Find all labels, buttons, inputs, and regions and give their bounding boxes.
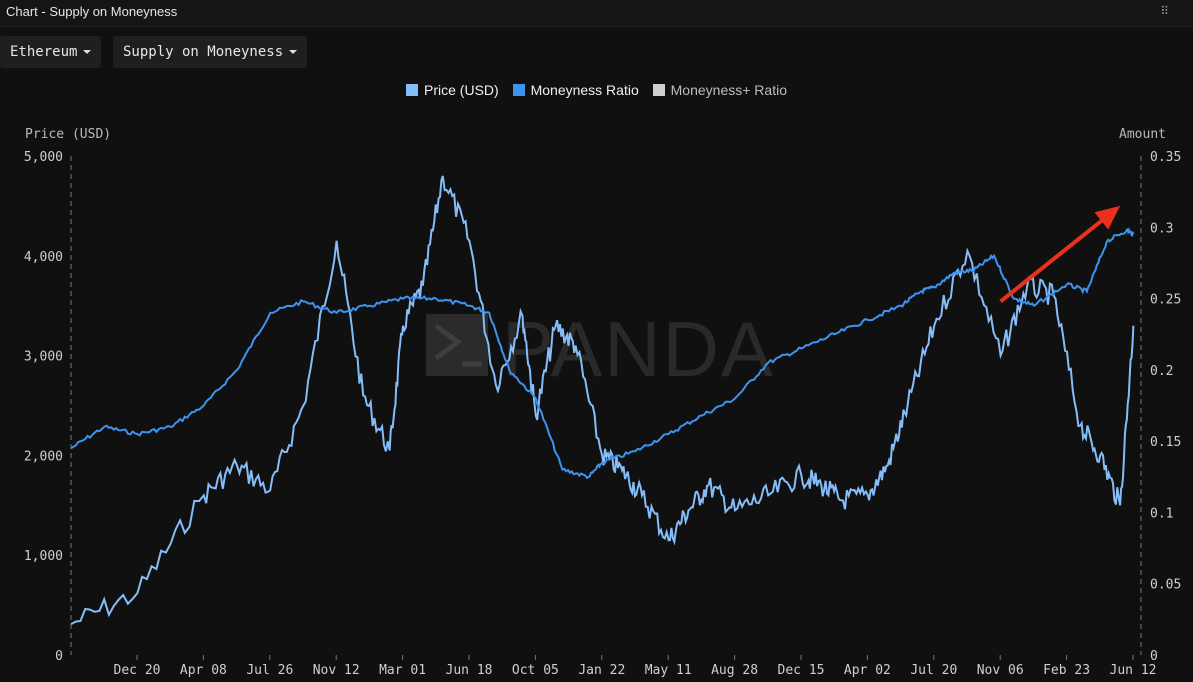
x-tick-label: May 11 — [645, 663, 692, 678]
x-tick-label: Jul 26 — [246, 663, 293, 678]
x-tick-label: Dec 15 — [778, 663, 825, 678]
chart-legend: Price (USD) Moneyness Ratio Moneyness+ R… — [0, 82, 1193, 102]
left-tick-label: 0 — [55, 649, 63, 664]
metric-dropdown[interactable]: Supply on Moneyness — [113, 36, 308, 68]
right-tick-label: 0.1 — [1150, 506, 1173, 521]
x-tick-label: Dec 20 — [114, 663, 161, 678]
right-tick-label: 0.3 — [1150, 221, 1173, 236]
legend-item-moneyness[interactable]: Moneyness Ratio — [512, 82, 639, 98]
legend-swatch-price — [406, 84, 419, 96]
left-tick-label: 5,000 — [24, 150, 63, 165]
x-tick-label: Feb 23 — [1043, 663, 1090, 678]
arrow-shaft — [999, 212, 1112, 303]
series-line-price — [70, 175, 1135, 625]
metric-dropdown-label: Supply on Moneyness — [123, 44, 284, 60]
right-tick-label: 0 — [1150, 649, 1158, 664]
window-title: Chart - Supply on Moneyness — [6, 4, 178, 19]
x-tick-label: Jul 20 — [910, 663, 957, 678]
right-axis-title: Amount — [1119, 127, 1166, 142]
caret-down-icon — [83, 50, 92, 54]
right-tick-label: 0.15 — [1150, 435, 1181, 450]
x-tick-label: Apr 08 — [180, 663, 227, 678]
legend-label-moneyness: Moneyness Ratio — [530, 82, 639, 98]
series-line-moneyness — [70, 226, 1135, 480]
arrow-head-icon — [1094, 205, 1121, 230]
left-tick-label: 3,000 — [24, 350, 63, 365]
asset-dropdown-label: Ethereum — [10, 44, 78, 60]
watermark-text: PANDA — [502, 305, 775, 393]
x-tick-label: Jan 22 — [578, 663, 625, 678]
window-titlebar: Chart - Supply on Moneyness ⠿ — [0, 0, 1193, 27]
x-tick-label: Jun 12 — [1110, 663, 1157, 678]
legend-swatch-moneyness-plus — [652, 84, 665, 96]
asset-dropdown[interactable]: Ethereum — [0, 36, 102, 68]
legend-label-moneyness-plus: Moneyness+ Ratio — [670, 82, 787, 98]
x-tick-label: Nov 06 — [977, 663, 1024, 678]
right-tick-label: 0.25 — [1150, 293, 1181, 308]
legend-item-price[interactable]: Price (USD) — [406, 82, 499, 98]
legend-item-moneyness-plus[interactable]: Moneyness+ Ratio — [652, 82, 787, 98]
x-tick-label: Aug 28 — [711, 663, 758, 678]
watermark: PANDA — [426, 305, 775, 393]
right-tick-label: 0.05 — [1150, 578, 1181, 593]
left-tick-label: 4,000 — [24, 250, 63, 265]
right-tick-label: 0.2 — [1150, 364, 1173, 379]
trend-arrow-annotation — [999, 205, 1121, 303]
left-axis-ticks: 0 1,000 2,000 3,000 4,000 5,000 — [24, 150, 63, 664]
right-axis-ticks: 0 0.05 0.1 0.15 0.2 0.25 0.3 0.35 — [1150, 150, 1181, 664]
left-axis-title: Price (USD) — [25, 127, 111, 142]
watermark-chevron-icon — [434, 323, 463, 361]
right-tick-label: 0.35 — [1150, 150, 1181, 165]
legend-label-price: Price (USD) — [424, 82, 499, 98]
drag-handle-icon[interactable]: ⠿ — [1160, 4, 1169, 18]
x-axis-ticks: Dec 20 Apr 08 Jul 26 Nov 12 Mar 01 Jun 18 Oct … — [114, 655, 1157, 678]
x-tick-label: Jun 18 — [446, 663, 493, 678]
left-tick-label: 2,000 — [24, 449, 63, 464]
legend-swatch-moneyness — [512, 84, 525, 96]
x-tick-label: Nov 12 — [313, 663, 360, 678]
x-tick-label: Mar 01 — [379, 663, 426, 678]
x-tick-label: Apr 02 — [844, 663, 891, 678]
caret-down-icon — [289, 50, 298, 54]
left-tick-label: 1,000 — [24, 549, 63, 564]
x-tick-label: Oct 05 — [512, 663, 559, 678]
